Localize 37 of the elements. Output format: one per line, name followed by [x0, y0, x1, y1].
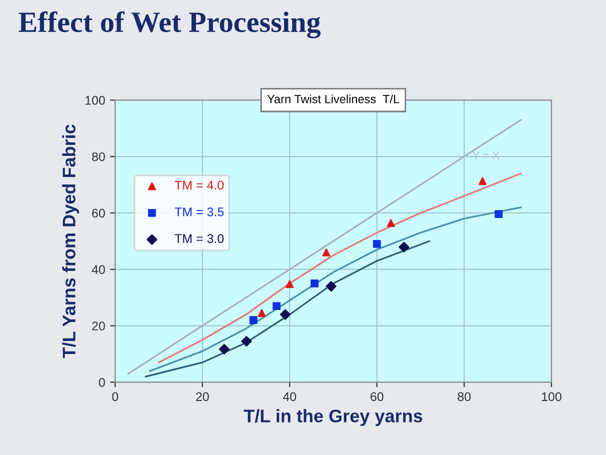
- line-series: [158, 172, 522, 364]
- point: [478, 177, 486, 186]
- point: [372, 240, 381, 248]
- point: [398, 242, 410, 252]
- chart-title: Effect of Wet Processing: [18, 11, 321, 38]
- y-tick-label: 100: [86, 96, 105, 105]
- line-series: [149, 206, 522, 372]
- y-tick-label: 20: [92, 322, 105, 330]
- x-tick-label: 40: [283, 392, 296, 402]
- point: [386, 219, 395, 228]
- y-tick-label: 40: [92, 265, 105, 274]
- legend-label: TM = 3.5: [174, 207, 224, 216]
- point: [218, 344, 230, 354]
- legend-label: TM = 3.0: [174, 234, 224, 243]
- point: [326, 280, 336, 292]
- x-tick-label: 0: [112, 392, 118, 402]
- y-axis-title: T/L Yarns from Dyed Fabric: [62, 124, 80, 358]
- y-tick-label: 0: [98, 378, 105, 387]
- point: [322, 248, 330, 256]
- annotation: Y = X: [472, 152, 500, 160]
- x-tick-label: 100: [542, 392, 562, 402]
- point: [272, 302, 281, 310]
- x-axis-title: T/L in the Grey yarns: [244, 409, 422, 426]
- y-tick-label: 60: [92, 208, 105, 218]
- point: [494, 210, 503, 218]
- point: [250, 316, 258, 324]
- y-tick-label: 80: [92, 152, 105, 162]
- point: [280, 309, 291, 320]
- legend-label: TM = 4.0: [174, 180, 224, 190]
- x-tick-label: 20: [196, 392, 209, 402]
- point: [286, 280, 294, 288]
- point: [258, 309, 266, 318]
- point: [310, 280, 318, 288]
- x-tick-label: 60: [370, 392, 384, 402]
- point: [241, 336, 252, 347]
- chart-subtitle: Yarn Twist Liveliness T/L: [267, 94, 400, 104]
- x-tick-label: 80: [458, 392, 471, 402]
